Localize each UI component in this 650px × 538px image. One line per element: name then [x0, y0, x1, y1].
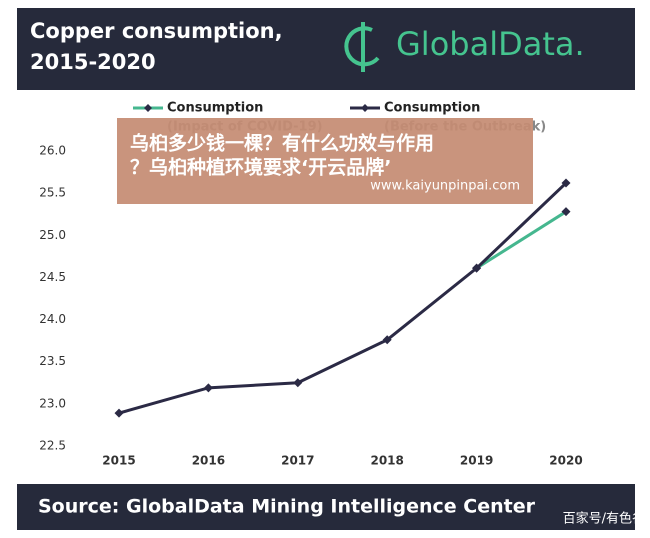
logo-icon — [344, 22, 380, 72]
logo: GlobalData. — [396, 25, 585, 63]
footer-band — [17, 484, 635, 530]
point — [382, 335, 392, 345]
point — [561, 178, 571, 188]
x-tick-label: 2016 — [192, 454, 225, 468]
overlay-box — [117, 118, 533, 204]
point — [203, 383, 213, 393]
point — [293, 378, 303, 388]
y-tick-label: 25.5 — [39, 186, 66, 200]
point — [114, 408, 124, 418]
legend-label: Consumption — [384, 101, 480, 116]
point — [561, 207, 571, 217]
x-tick-label: 2020 — [549, 454, 582, 468]
x-tick-label: 2018 — [370, 454, 403, 468]
credit: 百家号/有色谷 — [563, 511, 645, 527]
x-tick-label: 2019 — [460, 454, 493, 468]
overlay-text: ？乌桕种植环境要求‘开云品牌’ — [130, 156, 391, 179]
y-tick-label: 24.0 — [39, 312, 66, 326]
overlay-text: 乌桕多少钱一棵？有什么功效与作用 — [130, 132, 434, 155]
chart-title: 2015-2020 — [30, 50, 156, 74]
source: Source: GlobalData Mining Intelligence C… — [38, 496, 536, 518]
series-line — [118, 181, 568, 415]
x-tick-label: 2015 — [102, 454, 135, 468]
x-tick-label: 2017 — [281, 454, 314, 468]
y-tick-label: 23.5 — [39, 354, 66, 368]
overlay-url: www.kaiyunpinpai.com — [370, 179, 520, 194]
y-tick-label: 23.0 — [39, 396, 66, 410]
y-tick-label: 24.5 — [39, 270, 66, 284]
y-tick-label: 25.0 — [39, 228, 66, 242]
series-line — [475, 210, 567, 270]
header-band — [17, 8, 635, 90]
y-tick-label: 22.5 — [39, 439, 66, 453]
point — [472, 263, 482, 273]
legend-marker — [361, 104, 369, 112]
y-tick-label: 26.0 — [39, 144, 66, 158]
legend-marker — [144, 104, 152, 112]
legend-label: Consumption — [167, 101, 263, 116]
chart-title: Copper consumption, — [30, 19, 283, 43]
